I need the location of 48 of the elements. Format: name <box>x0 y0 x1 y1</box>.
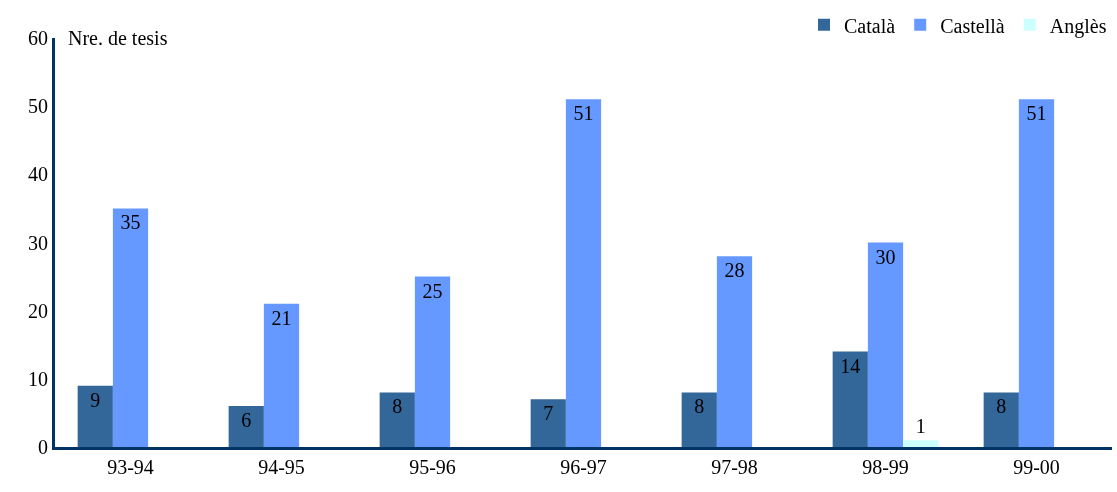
bar <box>716 256 753 447</box>
data-label: 6 <box>241 409 252 432</box>
data-label: 8 <box>694 395 705 418</box>
bar <box>112 208 149 447</box>
y-axis-title: Nre. de tesis <box>68 27 168 49</box>
y-tick-label: 60 <box>28 27 48 49</box>
bar <box>530 399 566 447</box>
data-label: 21 <box>271 306 292 329</box>
bar <box>565 99 602 447</box>
bar <box>983 392 1019 447</box>
y-tick-label: 30 <box>28 231 48 254</box>
x-tick-label: 99-00 <box>1013 456 1060 478</box>
bar <box>228 406 264 447</box>
data-label: 25 <box>422 279 443 302</box>
data-label: 35 <box>120 211 141 234</box>
y-tick-label: 0 <box>38 436 48 458</box>
x-tick-label: 96-97 <box>560 456 607 478</box>
y-tick-label: 40 <box>28 163 48 186</box>
x-tick-label: 95-96 <box>409 456 456 478</box>
legend-label: Anglès <box>1049 14 1107 38</box>
data-label: 9 <box>90 388 101 411</box>
bar <box>77 385 113 447</box>
y-tick-label: 10 <box>28 367 48 390</box>
bar <box>681 392 717 447</box>
data-label: 1 <box>915 415 926 438</box>
x-tick-label: 94-95 <box>258 456 305 478</box>
data-label: 30 <box>875 245 896 268</box>
data-label: 14 <box>840 354 861 377</box>
data-label: 51 <box>1026 102 1047 125</box>
bar <box>903 440 939 447</box>
bar <box>379 392 415 447</box>
bar <box>263 303 300 447</box>
x-tick-label: 98-99 <box>862 456 909 478</box>
data-label: 8 <box>392 395 403 418</box>
data-label: 8 <box>996 395 1007 418</box>
data-label: 7 <box>543 402 554 425</box>
bar <box>867 242 904 447</box>
y-tick-label: 20 <box>28 299 48 322</box>
x-tick-label: 93-94 <box>107 456 154 478</box>
legend-label: Català <box>844 14 896 37</box>
bar <box>1018 99 1055 447</box>
x-tick-label: 97-98 <box>711 456 758 478</box>
bar <box>832 351 868 447</box>
bar <box>414 276 451 447</box>
data-label: 28 <box>724 259 745 282</box>
data-label: 51 <box>573 102 594 125</box>
legend-label: Castellà <box>940 14 1005 37</box>
y-tick-label: 50 <box>28 95 48 118</box>
